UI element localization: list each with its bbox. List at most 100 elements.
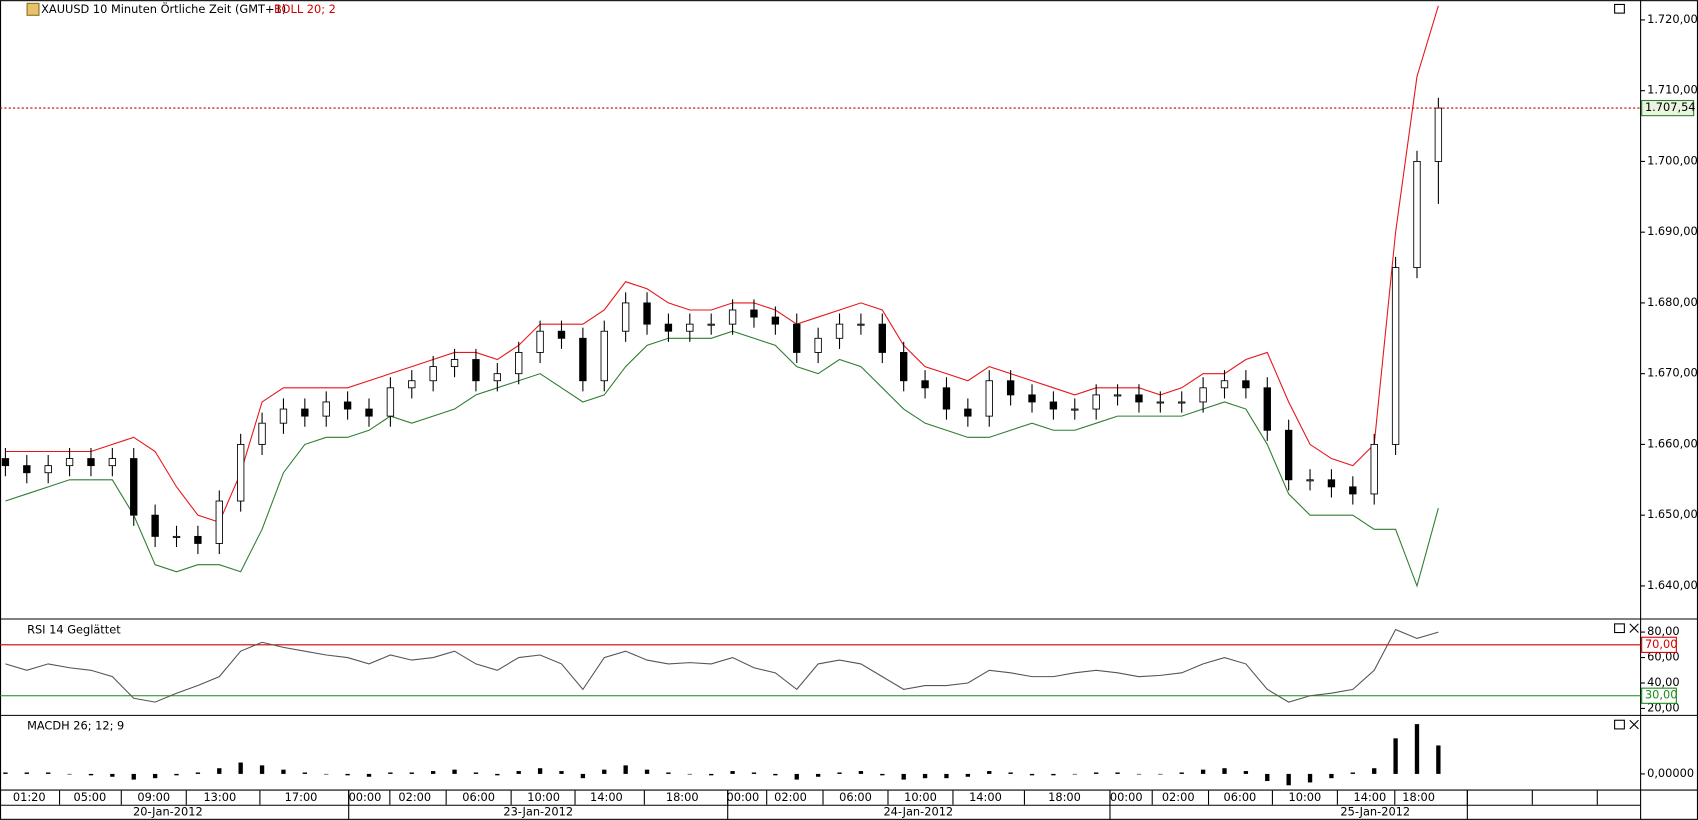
candle-body [1370, 443, 1378, 495]
x-tick-label: 18:00 [1402, 790, 1435, 804]
candle-body [1391, 267, 1400, 445]
histogram-bar [1372, 768, 1377, 774]
y-tick-label: 1.650,00 [1647, 507, 1698, 521]
histogram-bar [1307, 773, 1313, 783]
histogram-bar [473, 772, 479, 774]
histogram-bar [773, 773, 778, 776]
histogram-bar [345, 773, 350, 776]
histogram-bar [1008, 772, 1013, 774]
maximize-button[interactable] [1614, 623, 1625, 634]
histogram-bar [131, 773, 136, 780]
candle-body [1156, 401, 1165, 404]
histogram-bar [1243, 771, 1249, 774]
last-price-box [1641, 99, 1695, 117]
candle-body [515, 352, 523, 375]
histogram-bar [152, 773, 158, 779]
candle-body [728, 309, 737, 325]
candle-body [1434, 107, 1443, 162]
candle-body [643, 302, 651, 325]
candle-body [878, 323, 886, 353]
close-button[interactable] [1629, 623, 1639, 633]
candle-body [322, 401, 330, 417]
close-button[interactable] [1629, 719, 1639, 730]
x-tick-label: 17:00 [285, 790, 318, 804]
histogram-bar [709, 773, 714, 776]
candle-body [1220, 380, 1229, 389]
candle-body [600, 330, 608, 382]
histogram-bar [815, 773, 821, 777]
histogram-bar [602, 769, 607, 774]
histogram-bar [516, 771, 521, 774]
candle-body [536, 330, 544, 353]
y-tick-label: 1.660,00 [1647, 436, 1698, 450]
histogram-bar [195, 772, 201, 774]
candle-body [942, 387, 951, 410]
histogram-bar [1094, 772, 1099, 774]
maximize-button[interactable] [1614, 3, 1625, 14]
rsi-line [5, 628, 1439, 703]
histogram-bar [324, 773, 329, 775]
histogram-bar [730, 771, 735, 774]
histogram-bar [1179, 772, 1184, 774]
y-tick-label: 1.700,00 [1647, 153, 1698, 167]
histogram-bar [238, 762, 243, 774]
x-tick-label: 06:00 [1224, 790, 1257, 804]
histogram-bar [495, 773, 500, 776]
candle-body [793, 323, 801, 353]
y-tick-label: 1.640,00 [1647, 578, 1698, 592]
histogram-bar [1029, 773, 1035, 776]
candle-body [194, 535, 202, 544]
candle-body [472, 359, 480, 382]
candle-body [365, 408, 373, 417]
candle-body [1113, 394, 1122, 397]
histogram-bar [1051, 773, 1056, 776]
x-tick-label: 05:00 [74, 790, 107, 804]
maximize-button[interactable] [1614, 719, 1625, 730]
y-tick-label: 80,00 [1647, 624, 1680, 638]
histogram-bar [24, 772, 29, 774]
x-tick-label: 02:00 [1162, 790, 1195, 804]
histogram-bar [452, 769, 457, 774]
histogram-bar [302, 772, 308, 774]
x-tick-label: 00:00 [349, 790, 382, 804]
candle-body [579, 337, 587, 382]
histogram-bar [1350, 772, 1355, 774]
candle-body [921, 380, 929, 389]
candle-body [1, 458, 10, 467]
y-tick-label: 40,00 [1647, 675, 1680, 689]
y-tick-label: 60,00 [1647, 650, 1680, 664]
panel-title: RSI 14 Geglättet [27, 622, 121, 636]
histogram-bar [644, 769, 650, 774]
histogram-bar [217, 768, 222, 774]
candle-body [386, 387, 395, 417]
candle-body [964, 408, 972, 417]
candle-body [1071, 408, 1079, 411]
candle-body [493, 373, 502, 382]
histogram-bar [751, 772, 757, 774]
histogram-bar [259, 765, 265, 774]
histogram-bar [880, 773, 885, 776]
histogram-bar [623, 765, 628, 774]
candle-body [1284, 429, 1293, 481]
candle-body [621, 302, 630, 332]
y-tick-label: 1.670,00 [1647, 366, 1698, 380]
x-tick-label: 14:00 [969, 790, 1002, 804]
histogram-bar [944, 773, 949, 779]
x-tick-label: 00:00 [727, 790, 760, 804]
x-tick-label: 14:00 [1354, 790, 1387, 804]
histogram-bar [366, 773, 372, 777]
candle-body [771, 316, 780, 325]
histogram-bar [67, 773, 72, 775]
x-tick-label: 18:00 [1048, 790, 1081, 804]
candle-body [557, 330, 566, 339]
candle-body [900, 352, 908, 382]
histogram-bar [537, 768, 543, 774]
histogram-bar [3, 772, 8, 774]
histogram-bar [1265, 773, 1270, 782]
candle-body [1049, 401, 1058, 410]
candle-body [707, 323, 715, 326]
candle-body [130, 458, 138, 516]
candle-body [279, 408, 288, 424]
y-tick-label: 20,00 [1647, 700, 1680, 714]
candle-body [87, 458, 95, 467]
